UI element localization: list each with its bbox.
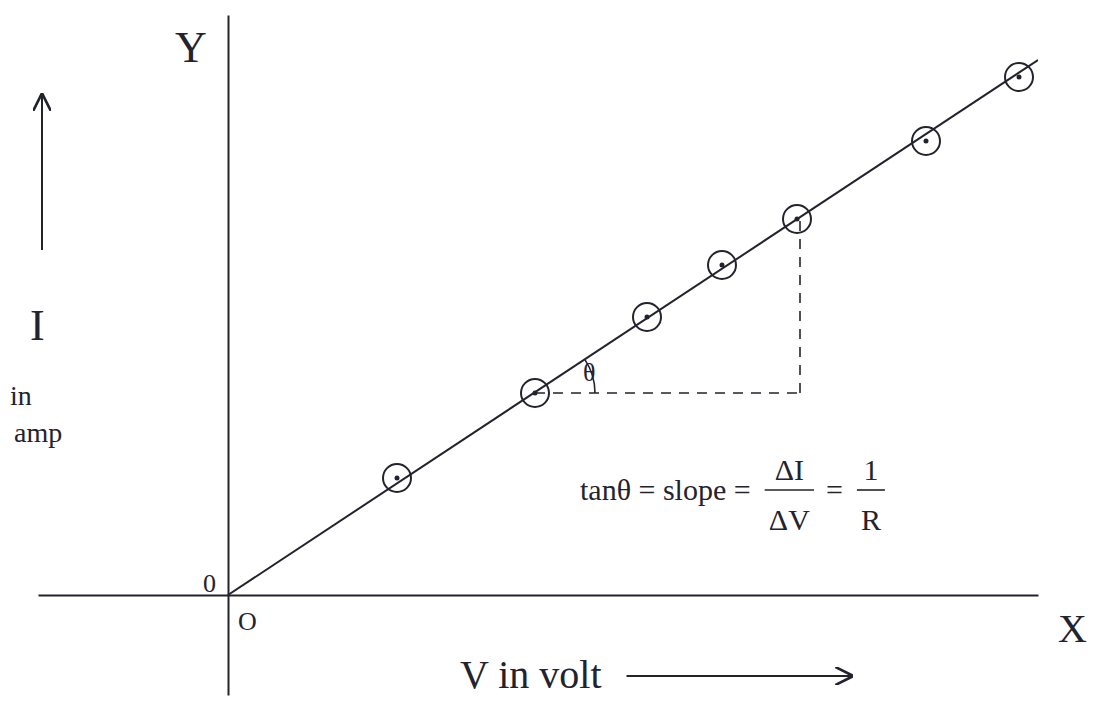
chart: θ Y X 0O Iin amp V in volt tanθ = slope = ΔI ΔV = 1…	[0, 0, 1104, 701]
fraction-bar	[765, 489, 814, 491]
y-axis-title: I	[30, 301, 45, 350]
plot-area	[228, 60, 1038, 595]
annotation: tanθ = slope =	[580, 473, 751, 506]
fraction-bar	[857, 489, 885, 491]
point-dot	[924, 139, 929, 144]
origin-label: O	[238, 607, 257, 636]
fraction-numerator: 1	[863, 453, 878, 486]
fraction-numerator: ΔI	[775, 453, 804, 486]
point-dot	[1017, 75, 1022, 80]
x-label-arrow	[627, 675, 852, 677]
fraction-denominator: ΔV	[769, 503, 810, 536]
point-ring	[633, 303, 661, 331]
x-axis-title: V in volt	[460, 652, 602, 697]
data-point	[633, 303, 661, 331]
slope-rise	[799, 219, 801, 393]
y-label-arrow	[41, 95, 43, 250]
y-axis-name: Y	[175, 23, 207, 72]
x-axis-name: X	[1058, 606, 1087, 651]
origin-label: 0	[203, 569, 216, 598]
fraction-denominator: R	[861, 503, 881, 536]
y-axis-title: in	[10, 380, 32, 411]
fit-line	[228, 60, 1038, 595]
x-axis-line	[39, 595, 1039, 597]
angle-label: θ	[583, 358, 595, 387]
point-dot	[395, 476, 400, 481]
y-axis-title: amp	[14, 417, 62, 448]
annotation: =	[826, 473, 843, 506]
x-axis	[39, 595, 1039, 596]
slope-run	[535, 392, 800, 394]
